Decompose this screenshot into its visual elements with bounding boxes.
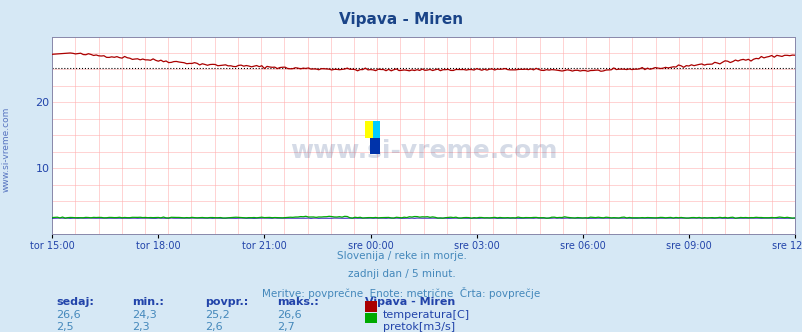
Text: 26,6: 26,6 [56, 310, 81, 320]
Text: 2,3: 2,3 [132, 322, 150, 332]
Text: maks.:: maks.: [277, 297, 318, 307]
Text: 24,3: 24,3 [132, 310, 157, 320]
Text: 25,2: 25,2 [205, 310, 229, 320]
Text: 2,5: 2,5 [56, 322, 74, 332]
Text: www.si-vreme.com: www.si-vreme.com [290, 139, 557, 163]
Text: temperatura[C]: temperatura[C] [383, 310, 469, 320]
Text: Vipava - Miren: Vipava - Miren [365, 297, 455, 307]
Text: sedaj:: sedaj: [56, 297, 94, 307]
Text: www.si-vreme.com: www.si-vreme.com [2, 107, 11, 192]
Text: povpr.:: povpr.: [205, 297, 248, 307]
Text: 2,7: 2,7 [277, 322, 294, 332]
Text: zadnji dan / 5 minut.: zadnji dan / 5 minut. [347, 269, 455, 279]
Text: 26,6: 26,6 [277, 310, 302, 320]
Text: Meritve: povprečne  Enote: metrične  Črta: povprečje: Meritve: povprečne Enote: metrične Črta:… [262, 287, 540, 299]
Text: min.:: min.: [132, 297, 164, 307]
Text: Vipava - Miren: Vipava - Miren [339, 12, 463, 27]
Text: Slovenija / reke in morje.: Slovenija / reke in morje. [336, 251, 466, 261]
Text: 2,6: 2,6 [205, 322, 222, 332]
Text: pretok[m3/s]: pretok[m3/s] [383, 322, 455, 332]
